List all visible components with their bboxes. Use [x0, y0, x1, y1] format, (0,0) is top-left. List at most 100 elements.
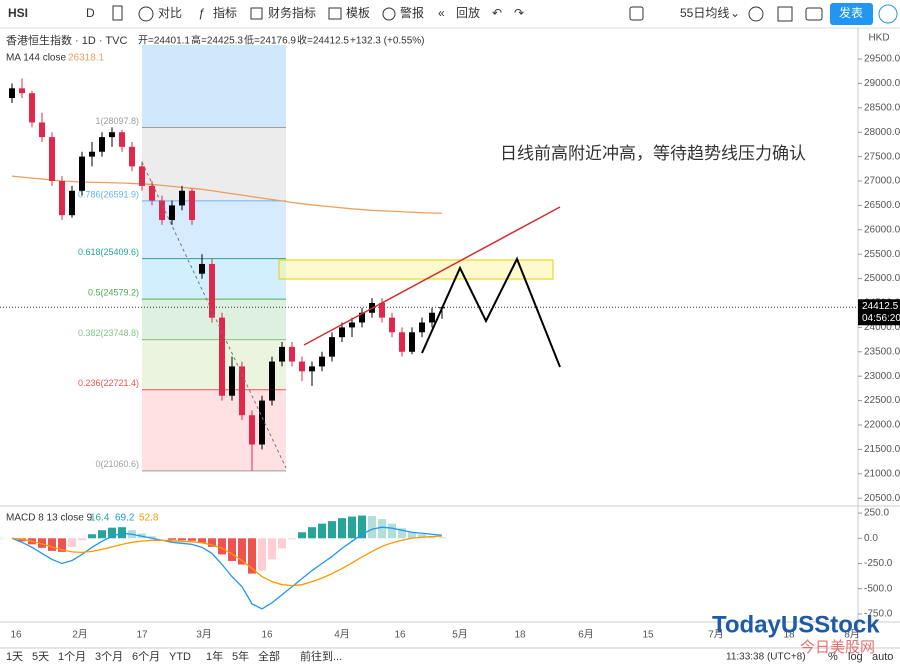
x-tick-label: 3月 — [196, 629, 212, 641]
publish-button[interactable] — [830, 3, 873, 25]
compare-icon[interactable] — [138, 6, 154, 22]
candle-body — [119, 132, 125, 147]
fullscreen-icon[interactable] — [777, 6, 793, 22]
log[interactable]: log — [848, 651, 863, 663]
macd-hist — [378, 519, 386, 539]
y-tick-label: 20500.0 — [864, 493, 900, 504]
macd-v2: 69.2 — [115, 513, 135, 524]
candle-body — [189, 190, 195, 221]
macd-hist — [238, 538, 246, 565]
range-button[interactable]: 1年 — [206, 649, 223, 663]
candle-body — [149, 185, 155, 201]
macd-hist — [438, 537, 446, 539]
candle-body — [329, 337, 335, 357]
redo[interactable]: ↷ — [514, 6, 524, 20]
candle-body — [299, 361, 305, 372]
macd-hist — [198, 538, 206, 543]
fib-label: 0.236(22721.4) — [78, 378, 139, 388]
candle-body — [99, 137, 105, 152]
interval[interactable]: D — [86, 6, 95, 20]
candle-body — [109, 132, 115, 138]
range-button[interactable]: 6个月 — [132, 650, 160, 663]
countdown: 04:56:20 — [862, 313, 900, 324]
range-button[interactable]: 5天 — [32, 651, 49, 663]
x-tick-label: 17 — [136, 630, 148, 641]
macd-hist — [288, 538, 296, 540]
play-icon[interactable] — [878, 4, 898, 24]
alert[interactable]: 警报 — [400, 5, 424, 20]
trend-line — [303, 206, 561, 346]
signal-line — [11, 535, 443, 587]
candle-body — [209, 263, 215, 318]
y-tick-label: 21500.0 — [864, 444, 900, 455]
macd-tick-label: -750.0 — [864, 609, 893, 620]
x-tick-label: 5月 — [452, 629, 468, 641]
ma-value: 26318.1 — [68, 53, 105, 64]
x-tick-label: 6月 — [578, 629, 594, 641]
percent[interactable]: % — [828, 651, 838, 663]
legend-low: 低=24176.9 — [244, 34, 296, 47]
macd-hist — [308, 527, 316, 539]
macd-hist — [358, 515, 366, 539]
compare[interactable]: 对比 — [158, 6, 182, 20]
fib-label: 0(21060.6) — [95, 459, 139, 469]
candle-body — [179, 190, 185, 206]
bottom-bar: 1天 5天 1个月 3个月 6个月 YTD 1年 5年 全部 前往到... 11:33:38 (UT… — [6, 649, 893, 663]
macd-line — [11, 526, 443, 610]
macd-hist — [318, 523, 326, 539]
chart-style-icon[interactable] — [112, 5, 123, 21]
y-tick-label: 29500.0 — [864, 54, 900, 65]
layout-name[interactable]: 55日均线 — [680, 6, 729, 20]
macd-hist — [268, 538, 276, 560]
candle-body — [159, 200, 165, 221]
ma-label: MA 144 close — [6, 53, 66, 64]
y-tick-label: 29000.0 — [864, 78, 900, 89]
auto[interactable]: auto — [872, 651, 893, 663]
macd-hist — [68, 538, 76, 547]
candle-body — [339, 327, 345, 338]
templates[interactable]: 模板 — [346, 6, 370, 20]
macd-hist — [168, 538, 176, 540]
x-tick-label: 8月 — [844, 629, 860, 641]
y-tick-label: 22000.0 — [864, 420, 900, 431]
indicators[interactable]: 指标 — [213, 5, 237, 20]
undo[interactable]: ↶ — [492, 6, 502, 20]
publish[interactable]: 发表 — [839, 5, 863, 20]
layout-arrow[interactable]: ⌄ — [730, 6, 740, 20]
last-price-label: 24412.5 — [862, 301, 899, 312]
x-tick-label: 16 — [10, 630, 22, 641]
range-button[interactable]: 5年 — [232, 649, 249, 663]
range-button[interactable]: 1天 — [6, 651, 23, 663]
goto[interactable]: 前往到... — [300, 649, 342, 663]
candle-body — [89, 151, 95, 157]
y-tick-label: 21000.0 — [864, 468, 900, 479]
candle-body — [79, 156, 85, 191]
macd-hist — [38, 538, 46, 548]
range-button[interactable]: 3个月 — [95, 650, 123, 663]
symbol[interactable]: HSI — [8, 6, 28, 20]
candle-body — [259, 400, 265, 445]
candle-body — [219, 317, 225, 396]
replay[interactable]: 回放 — [456, 5, 480, 20]
candle-body — [49, 137, 55, 182]
layout-icon[interactable] — [629, 6, 644, 21]
toolbar — [0, 0, 900, 28]
range-button[interactable]: 1个月 — [58, 650, 86, 663]
range-button[interactable]: 全部 — [258, 649, 280, 663]
macd-hist — [338, 518, 346, 539]
candle-body — [129, 146, 135, 167]
macd-tick-label: -500.0 — [864, 583, 893, 594]
macd-v1: 16.4 — [90, 513, 110, 524]
candle-body — [389, 317, 395, 333]
snapshot-icon[interactable] — [805, 7, 823, 21]
annotation: 日线前高附近冲高，等待趋势线压力确认 — [500, 144, 806, 163]
range-button[interactable]: YTD — [169, 651, 191, 663]
fib-label: 0.786(26591.9) — [78, 189, 139, 199]
macd-hist — [368, 516, 376, 539]
macd-tick-label: -250.0 — [864, 558, 893, 569]
settings-icon[interactable] — [748, 6, 764, 22]
financials[interactable]: 财务指标 — [268, 5, 316, 20]
macd-tick-label: 0.0 — [864, 533, 878, 544]
fib-background — [142, 45, 286, 128]
macd-hist — [348, 516, 356, 539]
